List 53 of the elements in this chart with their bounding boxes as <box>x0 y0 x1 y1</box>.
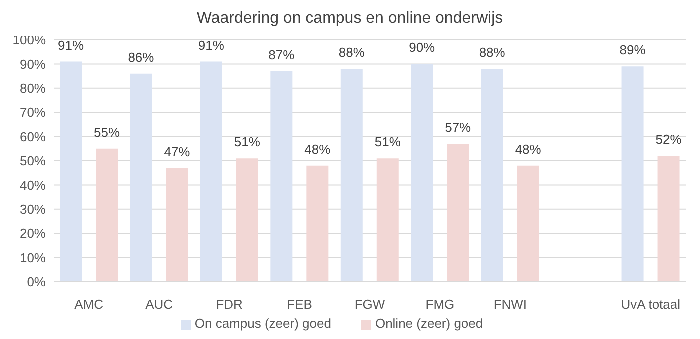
bar <box>622 66 644 282</box>
data-label: 91% <box>198 38 225 53</box>
x-tick-label: AUC <box>146 297 174 312</box>
x-tick-label: UvA totaal <box>621 297 681 312</box>
y-tick-label: 10% <box>20 250 46 266</box>
bar <box>411 64 434 282</box>
data-label: 87% <box>268 47 296 62</box>
data-label: 89% <box>620 42 646 58</box>
x-tick-label: FGW <box>354 297 386 312</box>
legend-label: On campus (zeer) goed <box>194 316 332 331</box>
x-tick-label: AMC <box>74 297 104 312</box>
data-label: 52% <box>656 132 682 148</box>
y-tick-label: 90% <box>20 56 46 72</box>
bar <box>130 74 152 282</box>
bar <box>340 69 363 282</box>
data-label: 51% <box>374 134 402 150</box>
bar <box>517 166 540 282</box>
bar <box>236 158 258 282</box>
y-tick-label: 70% <box>20 105 46 120</box>
x-tick-label: FDR <box>216 297 243 312</box>
y-tick-label: 0% <box>27 274 46 290</box>
bar <box>96 148 118 282</box>
legend-label: Online (zeer) goed <box>375 316 484 331</box>
y-tick-label: 50% <box>20 154 46 169</box>
bar <box>481 69 504 282</box>
bar <box>200 62 222 282</box>
x-tick-label: FEB <box>287 297 312 312</box>
data-label: 55% <box>94 124 120 140</box>
y-tick-label: 20% <box>20 226 46 242</box>
y-tick-label: 40% <box>20 178 46 193</box>
x-tick-label: FMG <box>426 297 455 312</box>
data-label: 90% <box>409 40 436 56</box>
data-label: 86% <box>128 50 155 65</box>
bar <box>270 71 293 282</box>
bar <box>376 158 399 282</box>
data-label: 48% <box>515 142 542 157</box>
data-label: 48% <box>304 142 332 157</box>
data-label: 51% <box>234 134 261 150</box>
data-label: 91% <box>58 38 84 53</box>
bar <box>166 168 188 282</box>
data-label: 57% <box>445 120 472 136</box>
bar <box>306 166 329 282</box>
data-label: 47% <box>164 144 191 160</box>
y-tick-label: 30% <box>20 202 46 218</box>
chart-title: Waardering on campus en online onderwijs <box>196 10 504 27</box>
y-tick-label: 60% <box>20 129 46 144</box>
bar <box>447 144 470 282</box>
x-tick-label: FNWI <box>494 297 528 312</box>
bar <box>658 156 680 282</box>
data-label: 88% <box>479 45 506 60</box>
bar <box>60 62 82 282</box>
y-tick-label: 80% <box>20 81 46 96</box>
data-label: 88% <box>338 45 366 60</box>
